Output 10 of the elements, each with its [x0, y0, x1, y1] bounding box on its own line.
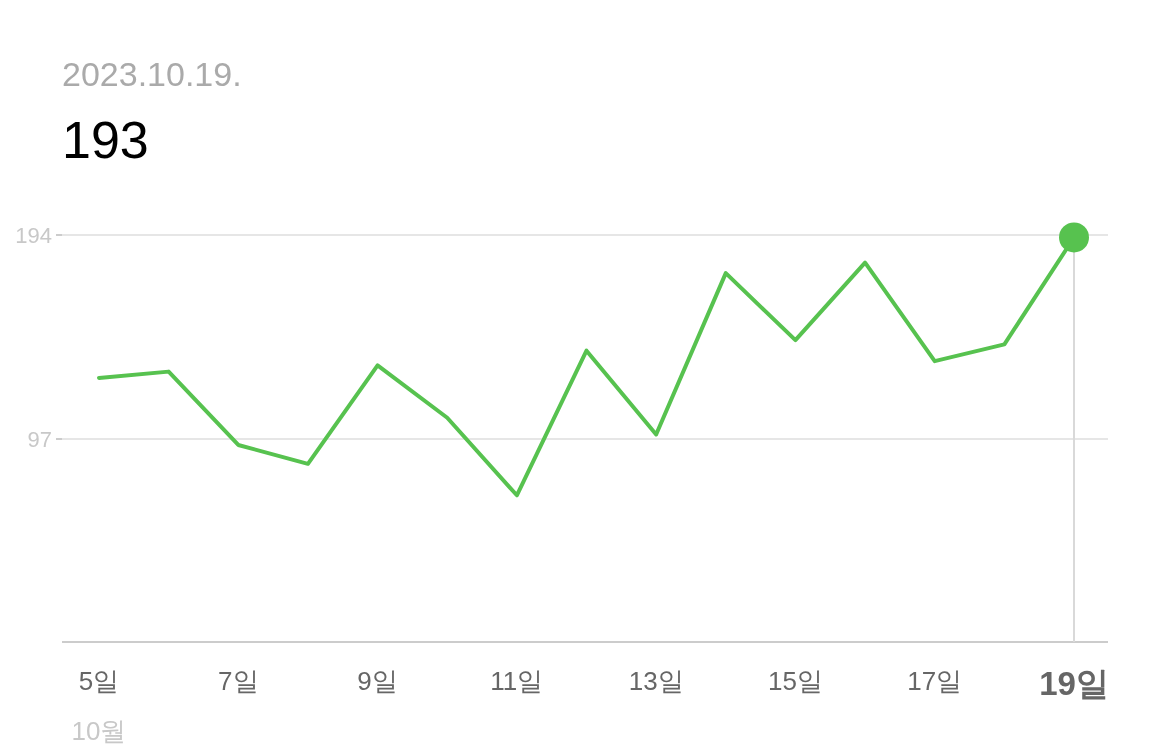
x-tick-label: 17일 [907, 666, 963, 696]
x-tick-label: 15일 [767, 666, 823, 696]
chart-subtitle: 193 [62, 111, 149, 169]
x-tick-label: 5일 [78, 666, 120, 696]
chart-title: 2023.10.19. [62, 55, 242, 93]
x-tick-label: 11일 [490, 666, 544, 696]
x-tick-label: 7일 [218, 666, 259, 696]
x-tick-label: 19일 [1039, 665, 1109, 702]
x-tick-label: 13일 [628, 666, 684, 696]
x-tick-label: 9일 [357, 666, 398, 696]
